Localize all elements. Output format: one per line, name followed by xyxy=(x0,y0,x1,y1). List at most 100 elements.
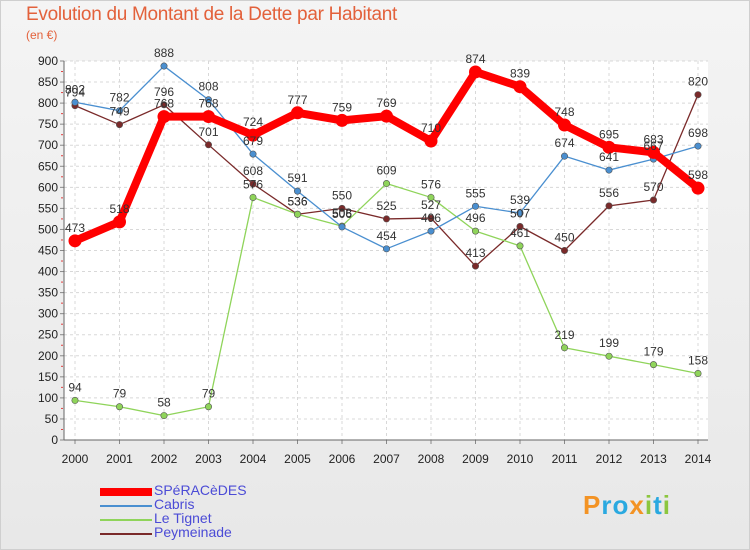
data-labels: 473 518 768 768 724 777 759 769 710 874 839 748 695 6… xyxy=(65,46,708,410)
data-label: 609 xyxy=(376,164,396,178)
data-label: 782 xyxy=(109,91,129,105)
data-point xyxy=(649,196,657,204)
data-label: 536 xyxy=(287,194,307,208)
chart-unit: (en €) xyxy=(26,28,58,42)
x-tick-label: 2012 xyxy=(596,452,623,466)
data-point xyxy=(249,150,257,158)
data-point xyxy=(338,223,346,231)
series-group xyxy=(68,62,705,420)
data-label: 759 xyxy=(332,100,352,114)
data-point xyxy=(516,222,524,230)
data-label: 525 xyxy=(376,199,396,213)
y-tick-label: 500 xyxy=(38,222,58,236)
data-label: 820 xyxy=(688,75,708,89)
legend-swatch xyxy=(100,533,152,535)
data-label: 536 xyxy=(287,194,307,208)
data-label: 641 xyxy=(599,150,619,164)
data-point xyxy=(471,227,479,235)
y-tick-label: 600 xyxy=(38,180,58,194)
data-point xyxy=(427,214,435,222)
data-label: 556 xyxy=(599,186,619,200)
data-point xyxy=(427,227,435,235)
y-tick-label: 300 xyxy=(38,307,58,321)
data-point xyxy=(249,180,257,188)
y-tick-label: 750 xyxy=(38,117,58,131)
data-label: 158 xyxy=(688,353,708,367)
data-label: 94 xyxy=(68,380,82,394)
data-point xyxy=(205,96,213,104)
data-point xyxy=(160,101,168,109)
x-tick-label: 2004 xyxy=(240,452,267,466)
data-label: 539 xyxy=(510,193,530,207)
data-point xyxy=(116,403,124,411)
data-point xyxy=(293,187,301,195)
legend-label: Peymeinade xyxy=(154,524,232,540)
data-label: 199 xyxy=(599,336,619,350)
data-point xyxy=(113,215,126,229)
data-label: 454 xyxy=(376,229,396,243)
legend-label: Cabris xyxy=(154,496,195,512)
data-point xyxy=(691,181,705,195)
data-point xyxy=(68,234,82,248)
x-tick-label: 2010 xyxy=(507,452,534,466)
data-point xyxy=(694,369,702,377)
data-label: 518 xyxy=(109,202,129,216)
data-label: 550 xyxy=(332,188,352,202)
data-point xyxy=(205,141,213,149)
data-label: 570 xyxy=(643,180,663,194)
data-label: 748 xyxy=(554,105,574,119)
data-point xyxy=(71,396,79,404)
data-point xyxy=(293,210,301,218)
data-label: 808 xyxy=(198,80,218,94)
data-label: 724 xyxy=(243,115,263,129)
data-point xyxy=(560,152,568,160)
data-point xyxy=(605,352,613,360)
data-label: 79 xyxy=(113,387,127,401)
data-label: 608 xyxy=(243,164,263,178)
data-point xyxy=(160,62,168,70)
data-point xyxy=(249,193,257,201)
data-point xyxy=(338,204,346,212)
data-point xyxy=(649,361,657,369)
data-label: 591 xyxy=(287,171,307,185)
data-label: 79 xyxy=(202,387,216,401)
data-point xyxy=(382,245,390,253)
data-point xyxy=(116,121,124,129)
data-point xyxy=(647,145,660,159)
x-tick-label: 2005 xyxy=(284,452,311,466)
x-tick-label: 2002 xyxy=(151,452,178,466)
data-label: 768 xyxy=(154,97,174,111)
legend-label: SPéRACèDES xyxy=(154,482,247,498)
data-label: 888 xyxy=(154,46,174,60)
y-tick-label: 250 xyxy=(38,328,58,342)
y-tick-label: 100 xyxy=(38,391,58,405)
legend-label: Le Tignet xyxy=(154,510,212,526)
data-point xyxy=(471,262,479,270)
data-point xyxy=(160,412,168,420)
data-point xyxy=(380,109,393,123)
data-point xyxy=(291,106,304,120)
data-point xyxy=(560,247,568,255)
x-tick-label: 2008 xyxy=(418,452,445,466)
data-point xyxy=(560,344,568,352)
y-tick-label: 50 xyxy=(45,412,59,426)
data-label: 508 xyxy=(332,206,352,220)
data-point xyxy=(382,215,390,223)
y-tick-label: 400 xyxy=(38,265,58,279)
legend-swatch xyxy=(100,488,152,496)
data-label: 710 xyxy=(421,121,441,135)
data-point xyxy=(116,107,124,115)
y-tick-label: 900 xyxy=(38,54,58,68)
data-point xyxy=(246,128,260,142)
data-label: 450 xyxy=(554,231,574,245)
data-point xyxy=(424,134,438,148)
data-label: 874 xyxy=(465,52,485,66)
x-tick-label: 2014 xyxy=(685,452,712,466)
x-tick-label: 2013 xyxy=(640,452,667,466)
data-point xyxy=(382,180,390,188)
data-label: 749 xyxy=(109,105,129,119)
x-tick-label: 2007 xyxy=(373,452,400,466)
data-point xyxy=(205,403,213,411)
data-label: 219 xyxy=(554,328,574,342)
data-label: 667 xyxy=(643,139,663,153)
